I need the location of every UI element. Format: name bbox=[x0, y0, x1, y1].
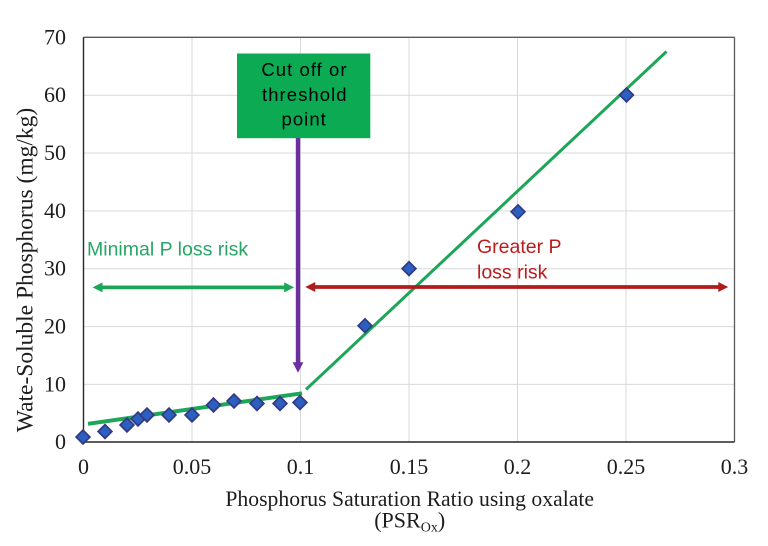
svg-text:50: 50 bbox=[44, 140, 66, 165]
svg-text:0.3: 0.3 bbox=[721, 454, 749, 479]
svg-text:0: 0 bbox=[55, 429, 66, 454]
svg-text:0.15: 0.15 bbox=[390, 454, 429, 479]
svg-text:Minimal P loss risk: Minimal P loss risk bbox=[87, 239, 248, 261]
svg-text:20: 20 bbox=[44, 314, 66, 339]
svg-text:0.1: 0.1 bbox=[287, 454, 315, 479]
svg-text:70: 70 bbox=[44, 24, 66, 49]
svg-text:threshold: threshold bbox=[262, 84, 348, 105]
svg-text:Phosphorus Saturation Ratio us: Phosphorus Saturation Ratio using oxalat… bbox=[225, 487, 594, 511]
svg-text:Wate-Soluble Phosphorus (mg/kg: Wate-Soluble Phosphorus (mg/kg) bbox=[13, 108, 39, 432]
svg-text:0.05: 0.05 bbox=[173, 454, 212, 479]
svg-text:60: 60 bbox=[44, 82, 66, 107]
svg-text:30: 30 bbox=[44, 256, 66, 281]
svg-text:point: point bbox=[282, 109, 327, 130]
svg-text:Cut off or: Cut off or bbox=[261, 59, 347, 80]
svg-text:0: 0 bbox=[78, 454, 89, 479]
svg-text:Greater P: Greater P bbox=[477, 236, 562, 258]
svg-text:0.2: 0.2 bbox=[504, 454, 532, 479]
svg-text:loss risk: loss risk bbox=[477, 262, 548, 284]
svg-text:0.25: 0.25 bbox=[607, 454, 646, 479]
svg-text:10: 10 bbox=[44, 371, 66, 396]
svg-text:(PSROx): (PSROx) bbox=[374, 508, 445, 536]
svg-text:40: 40 bbox=[44, 198, 66, 223]
